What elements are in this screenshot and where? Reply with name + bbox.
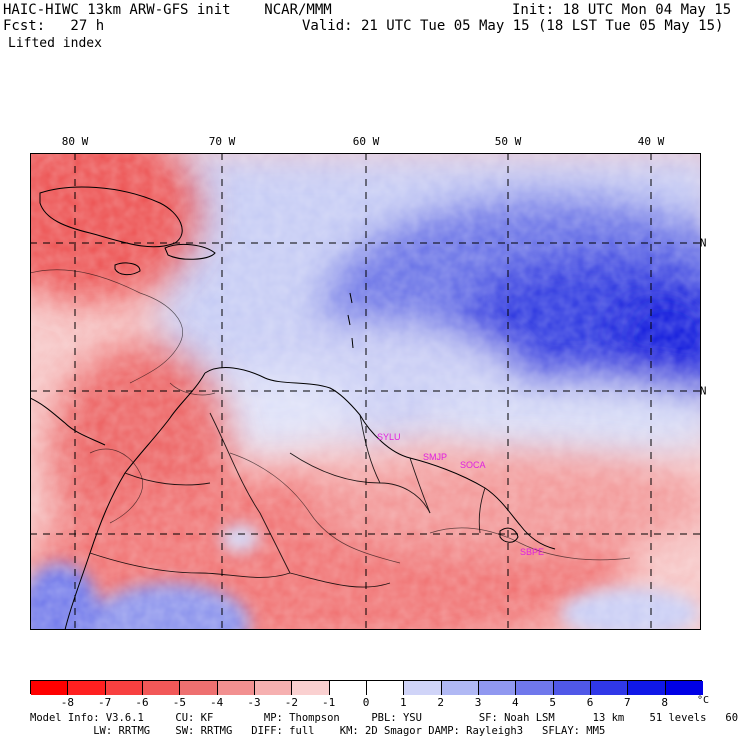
colorbar-segment — [329, 681, 367, 695]
colorbar-segment — [441, 681, 479, 695]
colorbar-segment — [68, 681, 106, 695]
colorbar-segment — [143, 681, 181, 695]
colorbar-segment — [665, 681, 703, 695]
init-time: Init: 18 UTC Mon 04 May 15 — [512, 2, 732, 18]
colorbar-tick-label: 6 — [586, 696, 594, 709]
colorbar-unit: °C — [697, 695, 710, 706]
contours — [30, 269, 631, 564]
colorbar-tick-label: 4 — [512, 696, 519, 709]
colorbar-tick-label: 7 — [624, 696, 631, 709]
colorbar-tick-label: -3 — [247, 696, 261, 709]
model-info-line-1: Model Info: V3.6.1 CU: KF MP: Thompson P… — [30, 712, 740, 724]
colorbar-tick-label: 2 — [437, 696, 444, 709]
forecast-hour: Fcst: 27 h — [3, 18, 105, 34]
colorbar-segment — [217, 681, 255, 695]
colorbar-tick-label: -4 — [210, 696, 224, 709]
colorbar-segment — [516, 681, 554, 695]
station-label-sylu: SYLU — [377, 432, 401, 442]
lifted-index-map: SYLU SMJP SOCA SBPE — [30, 153, 701, 630]
colorbar-segment — [479, 681, 517, 695]
colorbar-tick-label: -5 — [172, 696, 186, 709]
colorbar-tick-label: -2 — [284, 696, 298, 709]
colorbar-tick-label: -8 — [60, 696, 74, 709]
map-frame — [30, 153, 701, 630]
colorbar-segment — [31, 681, 69, 695]
lon-label-80w: 80 W — [61, 135, 89, 148]
colorbar-segment — [553, 681, 591, 695]
station-label-soca: SOCA — [460, 460, 486, 470]
colorbar-segment — [628, 681, 666, 695]
country-borders — [89, 412, 486, 588]
lat-lon-grid — [30, 153, 701, 630]
station-label-sbpe: SBPE — [520, 547, 544, 557]
valid-time: Valid: 21 UTC Tue 05 May 15 (18 LST Tue … — [302, 18, 724, 34]
model-info-line-2: LW: RRTMG SW: RRTMG DIFF: full KM: 2D Sm… — [30, 725, 606, 737]
colorbar-tick-label: 8 — [661, 696, 668, 709]
colorbar-segment — [255, 681, 293, 695]
colorbar-tick-label: 3 — [474, 696, 482, 709]
station-label-smjp: SMJP — [423, 452, 447, 462]
lon-label-60w: 60 W — [352, 135, 380, 148]
field-name: Lifted index — [8, 36, 102, 51]
colorbar-tick-label: 0 — [362, 696, 370, 709]
lon-label-70w: 70 W — [208, 135, 236, 148]
map-title: HAIC-HIWC 13km ARW-GFS init NCAR/MMM — [3, 2, 332, 18]
colorbar-segment — [180, 681, 218, 695]
colorbar-tick-label: 5 — [549, 696, 556, 709]
lon-label-50w: 50 W — [494, 135, 522, 148]
colorbar-tick-label: 1 — [400, 696, 407, 709]
colorbar-segment — [292, 681, 330, 695]
colorbar-segment — [105, 681, 143, 695]
colorbar-tick-label: -7 — [98, 696, 112, 709]
colorbar-segment — [591, 681, 629, 695]
colorbar-segment — [404, 681, 442, 695]
colorbar-tick-label: -1 — [322, 696, 336, 709]
colorbar-tick-label: -6 — [135, 696, 149, 709]
colorbar-segment — [367, 681, 405, 695]
lon-label-40w: 40 W — [637, 135, 665, 148]
colorbar — [30, 680, 703, 695]
